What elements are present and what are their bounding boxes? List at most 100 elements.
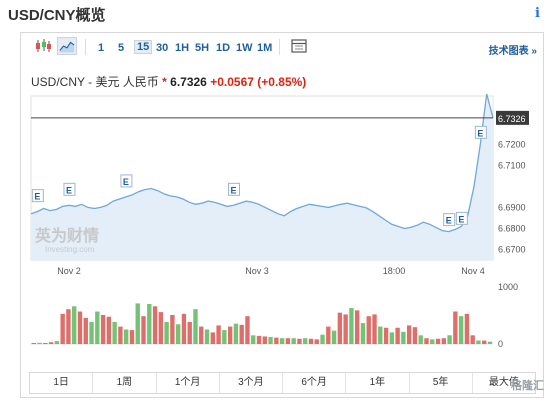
event-marker-icon [443,213,456,227]
volume-bar [164,321,169,344]
range-bar: 1日 1周 1个月 3个月 6个月 1年 5年 最大值 [29,372,536,394]
volume-bar [54,341,60,344]
volume-bar [487,341,493,344]
volume-bar [279,338,285,344]
range-button-0[interactable]: 1日 [30,373,94,393]
price-chart[interactable]: 6.73266.72006.71006.69006.68006.6700EEEE… [21,88,543,353]
volume-bar [251,335,256,344]
corner-logo: 格隆汇 [511,380,544,392]
range-button-6[interactable]: 5年 [410,373,473,393]
volume-bar [372,314,377,344]
timeframe-1h[interactable]: 1H [175,42,190,54]
volume-bar [112,321,117,344]
volume-bar [268,337,273,344]
volume-bar [158,312,164,344]
quote-line: USD/CNY - 美元 人民币 * 6.7326 +0.0567 (+0.85… [31,73,306,90]
volume-bar [77,311,83,344]
toolbar-divider [279,39,280,55]
volume-bar [320,334,325,344]
volume-bar [453,311,458,344]
volume-bar [355,310,360,344]
volume-bar [239,324,244,344]
chart-toolbar: 1 5 15 30 1H 5H 1D 1W 1M 技术图表 » [21,33,543,61]
watermark-sub: Investing.com [45,245,95,254]
volume-bar [170,315,175,344]
volume-bar [95,311,100,344]
event-marker-label: E [123,177,129,187]
timeframe-1d[interactable]: 1D [216,42,231,54]
volume-bar [464,313,470,344]
timeframe-5[interactable]: 5 [118,42,125,54]
area-chart-icon[interactable] [57,37,77,55]
range-button-7[interactable]: 最大值 [488,377,519,388]
advanced-chart-link[interactable]: 技术图表 » [488,46,537,57]
x-tick-label: 18:00 [383,266,406,276]
volume-bar [476,340,481,344]
volume-bar [262,336,267,344]
volume-bar [181,313,187,344]
volume-bar [447,335,452,344]
volume-bar [389,332,395,344]
quote-symbol: USD/CNY - 美元 人民币 [31,75,159,89]
volume-bar [210,332,215,344]
calendar-icon[interactable] [289,37,309,55]
event-marker-label: E [458,214,464,224]
price-area [31,93,493,261]
volume-bar [66,309,71,344]
timeframe-15[interactable]: 15 [134,40,153,54]
volume-bar [118,326,123,344]
volume-bar [337,312,343,344]
volume-bar [308,338,314,344]
volume-bar [314,339,319,344]
range-button-5[interactable]: 1年 [346,373,410,393]
range-button-1[interactable]: 1周 [93,373,157,393]
event-marker-label: E [34,192,40,202]
volume-bar [378,326,383,344]
range-button-2[interactable]: 1个月 [157,373,220,393]
volume-bar [274,337,279,344]
volume-bar [418,335,423,344]
volume-bar [256,335,262,344]
timeframe-30[interactable]: 30 [156,42,169,54]
y-tick-label: 6.6700 [498,244,526,254]
y-tick-label: 6.6900 [498,202,526,212]
volume-bar [216,325,221,344]
candlestick-icon[interactable] [33,37,53,55]
volume-bar [245,316,250,344]
volume-bar [152,306,158,344]
event-marker-label: E [66,185,72,195]
volume-bar [199,326,204,344]
volume-bar [48,342,54,344]
quote-change: +0.0567 [210,75,254,89]
volume-bar [401,331,406,344]
volume-bar [222,330,227,344]
timeframe-1w[interactable]: 1W [236,42,253,54]
volume-bar [349,308,354,344]
volume-bar [406,325,412,344]
volume-bar [60,313,65,344]
timeframe-5h[interactable]: 5H [195,42,210,54]
volume-bar [204,329,210,344]
volume-bar [100,315,106,344]
volume-bar [395,327,400,344]
volume-bar [343,314,348,344]
volume-bar [470,335,475,344]
quote-star: * [162,75,167,89]
volume-bar [72,306,77,344]
y-tick-label: 6.7100 [498,160,526,170]
event-marker-label: E [446,216,452,226]
volume-bar [297,338,302,344]
range-button-3[interactable]: 3个月 [220,373,283,393]
timeframe-1[interactable]: 1 [98,42,105,54]
range-button-4[interactable]: 6个月 [283,373,347,393]
event-marker-icon [120,174,133,188]
x-tick-label: Nov 3 [245,266,269,276]
volume-bar [37,342,42,344]
volume-bar [124,329,129,344]
price-line [30,93,494,233]
info-icon[interactable]: i [535,6,540,21]
volume-bar [129,330,135,344]
timeframe-1m[interactable]: 1M [257,42,273,54]
volume-bar [193,309,198,344]
volume-bar [331,330,337,344]
